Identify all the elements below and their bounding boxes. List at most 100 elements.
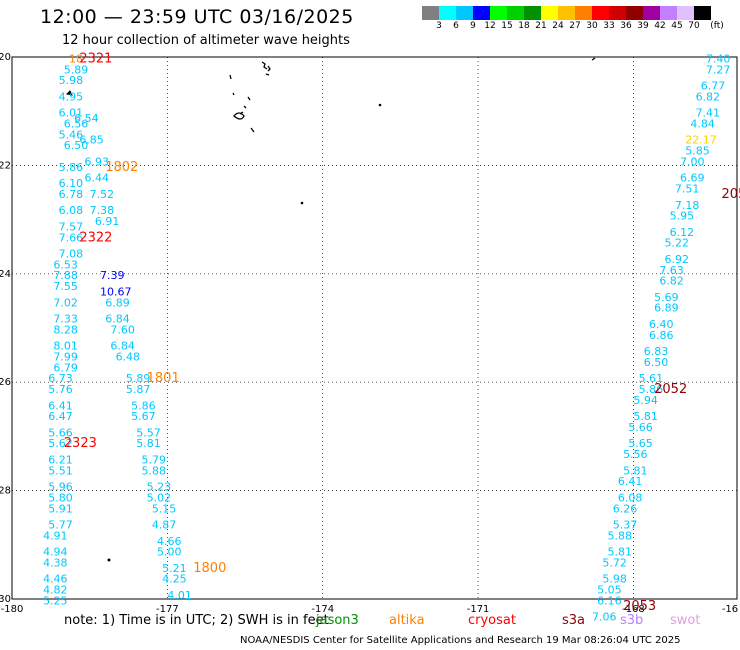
wave-height-label: 6.41 xyxy=(48,399,73,412)
legend-swatch xyxy=(456,6,473,20)
wave-height-label: 5.77 xyxy=(48,519,73,532)
wave-height-label: 4.01 xyxy=(167,589,192,602)
legend-tick: 45 xyxy=(671,21,683,31)
satellite-legend-jason3: jason3 xyxy=(316,613,359,628)
wave-height-label: 4.84 xyxy=(690,117,715,130)
wave-height-label: 7.00 xyxy=(680,155,705,168)
wave-height-label: 7.52 xyxy=(90,188,115,201)
island-outline xyxy=(107,558,111,562)
wave-height-label: 7.66 xyxy=(59,231,84,244)
time-label: 1801 xyxy=(147,371,180,386)
island-outline xyxy=(65,90,73,96)
wave-height-label: 10.67 xyxy=(100,285,131,298)
legend-swatch xyxy=(490,6,507,20)
wave-height-label: 5.05 xyxy=(597,584,622,597)
wave-height-label: 6.82 xyxy=(696,90,721,103)
wave-height-label: 7.51 xyxy=(675,183,700,196)
wave-height-label: 5.87 xyxy=(126,383,151,396)
time-label: 2322 xyxy=(79,230,112,245)
legend-tick: 39 xyxy=(637,21,649,31)
wave-height-label: 7.27 xyxy=(706,63,731,76)
satellite-legend-swot: swot xyxy=(670,613,701,628)
satellite-legend-s3b: s3b xyxy=(620,613,644,628)
wave-height-label: 5.86 xyxy=(131,399,156,412)
legend-swatch xyxy=(558,6,575,20)
footer-note: note: 1) Time is in UTC; 2) SWH is in fe… xyxy=(64,613,329,628)
wave-height-label: 5.81 xyxy=(623,464,648,477)
legend-tick: 36 xyxy=(620,21,632,31)
wave-height-label: 5.66 xyxy=(628,421,653,434)
wave-height-label: 5.95 xyxy=(670,210,695,223)
wave-height-label: 5.22 xyxy=(665,237,690,250)
wave-height-label: 6.54 xyxy=(74,112,99,125)
wave-height-label: 5.80 xyxy=(48,491,73,504)
wave-height-label: 6.41 xyxy=(618,475,643,488)
satellite-legend-altika: altika xyxy=(389,613,425,628)
wave-height-label: 18 xyxy=(69,52,83,65)
legend-tick: 33 xyxy=(603,21,615,31)
time-label: 2052 xyxy=(654,382,687,397)
plot-frame xyxy=(11,56,738,600)
satellite-legend-s3a: s3a xyxy=(562,613,586,628)
island-outline xyxy=(250,127,255,133)
legend-tick: 9 xyxy=(470,21,476,31)
chart-subtitle: 12 hour collection of altimeter wave hei… xyxy=(62,33,350,48)
wave-height-label: 6.16 xyxy=(597,594,622,607)
legend-tick: 30 xyxy=(586,21,598,31)
wave-height-label: 7.33 xyxy=(53,313,78,326)
y-tick-label: -22 xyxy=(0,160,11,171)
island-outline xyxy=(300,201,304,205)
wave-height-label: 7.18 xyxy=(675,199,700,212)
wave-height-label: 6.26 xyxy=(613,502,638,515)
wave-height-labels: 1823215.895.984.956.016.565.466.506.546.… xyxy=(43,51,740,623)
island-outlines xyxy=(65,57,596,562)
wave-height-label: 5.25 xyxy=(43,594,67,607)
wave-height-label: 7.57 xyxy=(59,220,84,233)
legend-tick: 12 xyxy=(484,21,496,31)
wave-height-label: 5.00 xyxy=(157,546,182,559)
wave-height-label: 4.87 xyxy=(152,519,177,532)
wave-height-label: 6.85 xyxy=(79,134,104,147)
legend-swatch xyxy=(626,6,643,20)
wave-height-label: 5.86 xyxy=(639,383,664,396)
wave-height-label: 5.02 xyxy=(147,491,172,504)
wave-height-label: 7.39 xyxy=(100,269,125,282)
wave-height-label: 7.41 xyxy=(696,107,721,120)
wave-height-label: 5.86 xyxy=(59,161,84,174)
wave-height-label: 5.21 xyxy=(162,562,187,575)
wave-height-label: 6.83 xyxy=(644,345,669,358)
wave-height-label: 7.38 xyxy=(90,204,115,217)
legend-swatch xyxy=(694,6,711,20)
legend-swatch xyxy=(609,6,626,20)
time-label: 2323 xyxy=(64,436,97,451)
wave-height-label: 7.08 xyxy=(59,248,84,261)
wave-height-label: 5.66 xyxy=(48,426,73,439)
legend-swatch xyxy=(541,6,558,20)
y-tick-label: -26 xyxy=(0,377,11,388)
legend-tick: 3 xyxy=(436,21,442,31)
wave-height-label: 6.79 xyxy=(53,361,78,374)
wave-height-label: 6.12 xyxy=(670,226,695,239)
legend-tick: 18 xyxy=(518,21,530,31)
wave-height-label: 8.28 xyxy=(53,323,78,336)
wave-height-label: 5.79 xyxy=(141,454,166,467)
legend-tick: 27 xyxy=(569,21,581,31)
wave-height-label: 6.84 xyxy=(105,313,130,326)
x-tick-label: -177 xyxy=(156,604,179,615)
wave-height-label: 4.94 xyxy=(43,546,67,559)
wave-height-label: 5.94 xyxy=(633,394,658,407)
wave-height-label: 5.65 xyxy=(628,437,653,450)
wave-height-label: 6.77 xyxy=(701,80,726,93)
wave-height-label: 6.91 xyxy=(95,215,120,228)
wave-height-label: 6.89 xyxy=(105,296,130,309)
legend-swatch xyxy=(592,6,609,20)
wave-height-label: 5.98 xyxy=(602,573,627,586)
y-tick-label: -28 xyxy=(0,486,11,497)
wave-height-label: 5.85 xyxy=(685,145,710,158)
legend-swatch xyxy=(575,6,592,20)
wave-height-label: 4.91 xyxy=(43,529,67,542)
y-tick-label: -24 xyxy=(0,269,11,280)
time-label: 205 xyxy=(721,187,740,202)
legend-unit: (ft) xyxy=(710,21,724,31)
